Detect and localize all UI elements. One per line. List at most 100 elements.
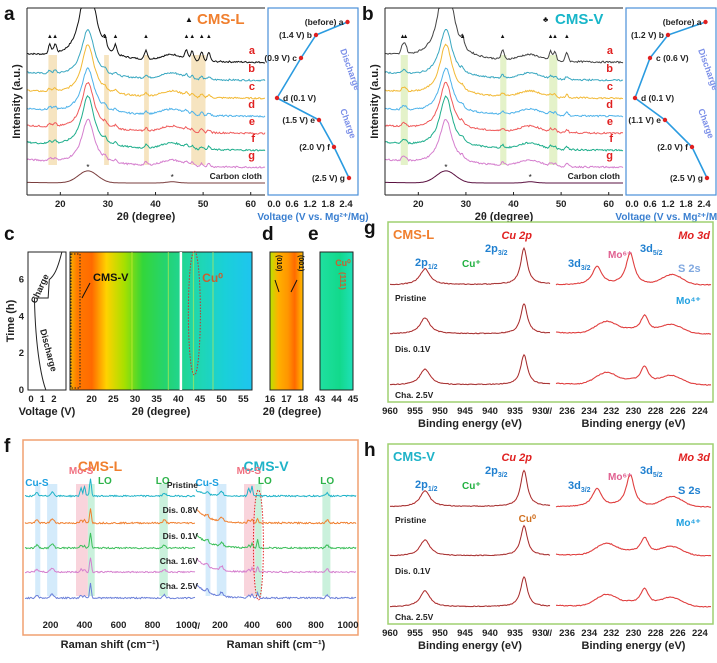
panel-h-cu-axis-label: Binding energy (eV) xyxy=(418,640,522,652)
panel-d-axis-label: 2θ (degree) xyxy=(263,406,322,418)
panel-c-voltage-axis-label: Voltage (V) xyxy=(19,406,76,418)
panel-g-mo3d-label: Mo 3d xyxy=(678,230,710,242)
panel-h-cu-tick-label: 950 xyxy=(432,628,448,639)
panel-c-voltage-tick-label: 0 xyxy=(28,394,33,405)
panel-b-series-label-d: d xyxy=(606,99,613,111)
panel-g-state-label: Cha. 2.5V xyxy=(395,390,434,400)
panel-b-carbon-cloth-label: Carbon cloth xyxy=(568,171,620,181)
panel-f-cms-l-band xyxy=(159,484,168,596)
panel-b-voltage-tick-label: 0.0 xyxy=(625,199,638,210)
panel-a-carbon-peak-marker: * xyxy=(86,163,89,172)
panel-a-charge-label: Charge xyxy=(338,107,358,140)
panel-a-peak-marker: ▲ xyxy=(47,34,53,40)
panel-c-time-tick-label: 0 xyxy=(19,385,24,396)
panel-f-state-label: Dis. 0.8V xyxy=(163,505,199,515)
panel-f-state-label: Cha. 2.5V xyxy=(160,581,199,591)
panel-f-cms-l-band xyxy=(76,484,88,596)
panel-h-cu2p-label: Cu 2p xyxy=(501,452,532,464)
panel-b-state-point xyxy=(703,19,708,25)
panel-f-cms-l-tick-label: 800 xyxy=(145,620,161,631)
panel-a-series-label-e: e xyxy=(249,116,255,128)
panel-a-state-label: (1.5 V) e xyxy=(282,115,315,125)
panel-a-state-point xyxy=(345,19,350,25)
panel-g-state-label: Pristine xyxy=(395,293,426,303)
panel-h-mo-tick-label: 234 xyxy=(581,628,598,639)
panel-g-cu2p-label: Cu 2p xyxy=(501,230,532,242)
panel-b-peak-marker: ▲ xyxy=(402,34,408,40)
panel-h-cu-data-1 xyxy=(389,525,551,557)
panel-a-legend-marker: ▲ xyxy=(185,15,193,24)
panel-g-mo-tick-label: 234 xyxy=(581,406,598,417)
panel-b-highlight-band xyxy=(500,55,507,165)
panel-g-mo-tick-label: 224 xyxy=(692,406,709,417)
panel-h-mo-fit-2 xyxy=(556,587,712,608)
panel-g-s2s-label: S 2s xyxy=(678,263,701,275)
panel-g-cu-tick-label: 945 xyxy=(457,406,474,417)
panel-b-y-axis-label: Intensity (a.u.) xyxy=(369,64,381,139)
panel-b-series-d xyxy=(384,67,624,118)
panel-b-x-tick-label: 20 xyxy=(413,199,424,210)
panel-a-voltage-panel-frame xyxy=(267,7,359,196)
panel-b-series-c xyxy=(384,43,624,100)
panel-h-mo-tick-label: 228 xyxy=(648,628,664,639)
panel-h-label: h xyxy=(364,440,376,461)
panel-c-arrow xyxy=(81,282,91,299)
panel-b-carbon-peak-marker: * xyxy=(444,163,447,172)
panel-b-series-e xyxy=(384,81,623,135)
panel-a-state-label: d (0.1 V) xyxy=(283,93,316,103)
panel-c-diffraction-line xyxy=(212,252,214,390)
panel-b-discharge-label: Discharge xyxy=(696,47,717,91)
panel-b-title: CMS-V xyxy=(555,11,603,28)
panel-a-discharge-label: Discharge xyxy=(338,47,362,91)
panel-a-state-point xyxy=(313,32,319,38)
panel-c-cms-v-box xyxy=(70,253,81,389)
panel-f-cms-l-tick-label: 400 xyxy=(77,620,93,631)
panel-f-axis-break: // xyxy=(195,621,201,631)
panel-a-carbon-peak-marker: * xyxy=(171,173,174,182)
panel-f-cms-v-series-2 xyxy=(195,533,357,550)
panel-a-series-label-a: a xyxy=(249,45,256,57)
panel-a-state-label: (0.9 V) c xyxy=(264,53,297,63)
panel-h-mo-tick-label: 236 xyxy=(559,628,575,639)
panel-h-state-label: Dis. 0.1V xyxy=(395,566,431,576)
panel-c-2theta-tick-label: 45 xyxy=(195,394,206,405)
panel-d-tick-label: 16 xyxy=(265,394,276,405)
panel-a-peak-marker: ▲ xyxy=(199,34,205,40)
panel-f-cms-v-band xyxy=(322,484,331,596)
panel-f-cms-l-band xyxy=(35,484,41,596)
panel-f-cms-v-series-1 xyxy=(195,509,357,525)
panel-h-cu-fit-1 xyxy=(389,524,551,557)
panel-a-y-axis-label: Intensity (a.u.) xyxy=(11,64,23,139)
panel-h-cu-tick-label: 955 xyxy=(407,628,424,639)
panel-a-voltage-tick-label: 1.2 xyxy=(303,199,316,210)
panel-c-voltage-tick-label: 2 xyxy=(51,394,56,405)
panel-a-x-axis-label: 2θ (degree) xyxy=(117,211,176,223)
panel-h-2p12-label: 2p1/2 xyxy=(415,479,438,493)
panel-a-state-label: (2.5 V) g xyxy=(312,173,345,183)
panel-c-cu0-label: Cu⁰ xyxy=(202,271,223,285)
panel-b-x-tick-label: 50 xyxy=(556,199,567,210)
panel-a-state-point xyxy=(274,95,280,101)
panel-a-x-tick-label: 50 xyxy=(198,199,209,210)
panel-f-cms-l-lo-label-2: LO xyxy=(156,476,170,487)
panel-a-highlight-band xyxy=(48,55,57,165)
panel-a-voltage-tick-label: 1.8 xyxy=(321,199,334,210)
panel-d-arrow-001 xyxy=(290,279,298,293)
panel-a-state-point xyxy=(331,144,337,150)
panel-b-x-tick-label: 60 xyxy=(603,199,614,210)
panel-f-cms-l-title: CMS-L xyxy=(78,458,123,474)
panel-a-highlight-band xyxy=(104,55,109,165)
panel-h-state-label: Pristine xyxy=(395,515,426,525)
panel-f-cms-v-title: CMS-V xyxy=(243,458,289,474)
panel-b-series-b xyxy=(384,29,624,82)
panel-e-111-label: (111) xyxy=(338,272,347,290)
panel-a-peak-marker: ▲ xyxy=(143,34,149,40)
panel-b-voltage-tick-label: 2.4 xyxy=(697,199,711,210)
panel-b-state-label: d (0.1 V) xyxy=(641,93,674,103)
panel-f-cms-v-tick-label: 600 xyxy=(276,620,292,631)
panel-b-charge-label: Charge xyxy=(696,107,716,140)
panel-b-voltage-tick-label: 1.2 xyxy=(661,199,674,210)
panel-b-state-label: (before) a xyxy=(663,17,702,27)
panel-h-mo3d-label: Mo 3d xyxy=(678,452,710,464)
panel-g-mo-tick-label: 226 xyxy=(670,406,686,417)
